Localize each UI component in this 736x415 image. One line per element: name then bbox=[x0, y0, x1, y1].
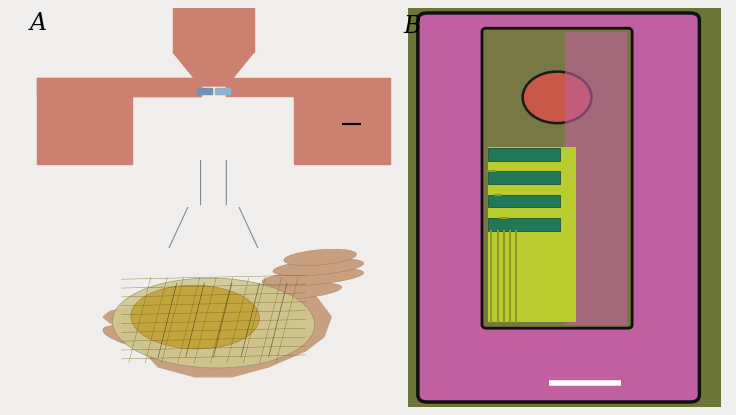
Bar bbox=[488, 195, 560, 208]
FancyBboxPatch shape bbox=[418, 13, 699, 402]
Ellipse shape bbox=[262, 269, 364, 286]
Text: B: B bbox=[404, 15, 421, 38]
Ellipse shape bbox=[273, 259, 364, 276]
Bar bbox=[488, 146, 576, 322]
Bar bbox=[488, 218, 560, 231]
Polygon shape bbox=[215, 88, 230, 94]
Polygon shape bbox=[197, 88, 212, 94]
Ellipse shape bbox=[113, 278, 314, 368]
Polygon shape bbox=[37, 78, 200, 96]
Polygon shape bbox=[173, 8, 254, 52]
Polygon shape bbox=[294, 96, 390, 164]
Polygon shape bbox=[227, 78, 390, 96]
Bar bbox=[565, 32, 627, 325]
Ellipse shape bbox=[251, 283, 342, 300]
Polygon shape bbox=[173, 52, 254, 86]
FancyBboxPatch shape bbox=[482, 28, 632, 328]
Ellipse shape bbox=[103, 326, 162, 348]
Bar bbox=[488, 171, 560, 184]
Polygon shape bbox=[103, 283, 331, 377]
Circle shape bbox=[523, 71, 592, 123]
Polygon shape bbox=[158, 86, 200, 96]
Text: A: A bbox=[29, 12, 46, 35]
Bar bbox=[488, 148, 560, 161]
Polygon shape bbox=[37, 78, 200, 96]
Ellipse shape bbox=[284, 249, 356, 266]
Polygon shape bbox=[37, 96, 132, 164]
Ellipse shape bbox=[131, 285, 259, 349]
